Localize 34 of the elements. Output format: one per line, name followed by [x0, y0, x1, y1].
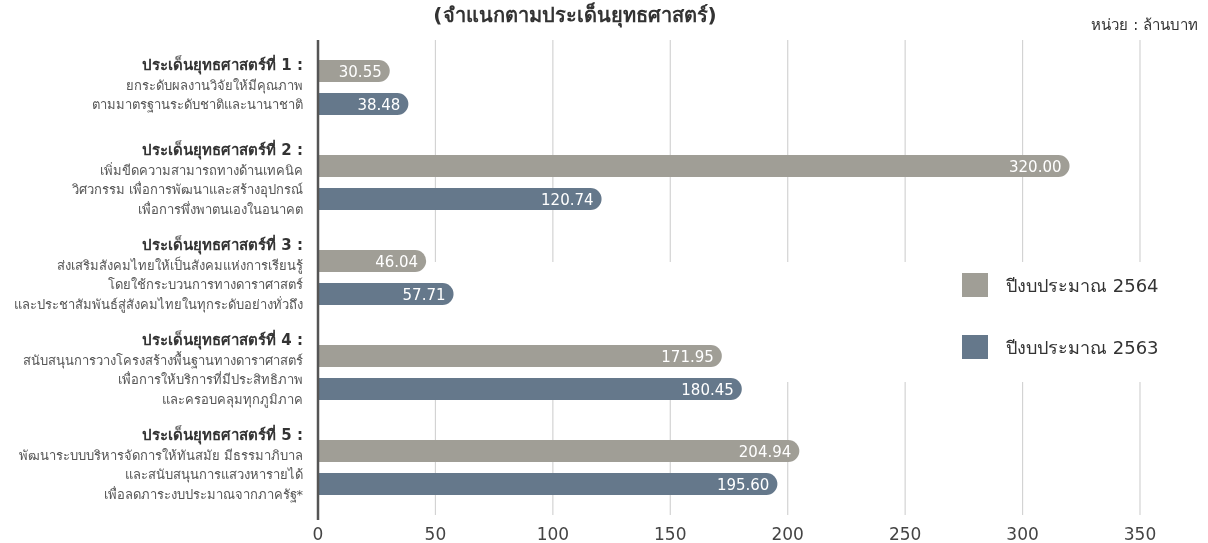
data-label: 320.00	[1009, 158, 1062, 176]
y-tick-label: ประเด็นยุทธศาสตร์ที่ 4 : สนับสนุนการวางโครงสร้างพื้นฐานทางดาราศาสตร์ เพื่อการให้บริการที่มีประสิทธิภาพ และครอบคลุมทุกภูมิภาค	[23, 329, 303, 408]
data-label: 30.55	[338, 63, 382, 81]
legend-label: ปีงบประมาณ 2564	[1006, 275, 1159, 296]
y-tick-label: ประเด็นยุทธศาสตร์ที่ 3 : ส่งเสริมสังคมไทยให้เป็นสังคมแห่งการเรียนรู้ โดยใช้กระบวนการทางดาราศาสตร์ และประชาสัมพันธ์สู่สังคมไทยในทุกระดับอย่างทั่วถึง	[14, 234, 303, 313]
bar	[318, 378, 742, 400]
y-tick-label: ประเด็นยุทธศาสตร์ที่ 5 : พัฒนาระบบบริหารจัดการให้ทันสมัย มีธรรมาภิบาล และสนับสนุนการแสวงหารายได้ เพื่อลดภาระงบประมาณจากภาครัฐ*	[18, 424, 304, 503]
bar	[318, 440, 800, 462]
y-tick-label: ประเด็นยุทธศาสตร์ที่ 2 : เพิ่มขีดความสามารถทางด้านเทคนิค วิศวกรรม เพื่อการพัฒนาและสร้างอุปกรณ์ เพื่อการพึ่งพาตนเองในอนาคต	[70, 139, 303, 217]
data-label: 46.04	[375, 253, 419, 271]
x-tick-label: 0	[312, 524, 324, 543]
x-tick-label: 50	[424, 524, 447, 543]
x-tick-label: 150	[654, 524, 687, 543]
bar	[318, 473, 778, 495]
text: หน่วย : ล้านบาท	[1091, 16, 1198, 34]
data-label: 57.71	[402, 286, 446, 304]
data-label: 204.94	[738, 443, 792, 461]
data-label: 171.95	[661, 348, 714, 366]
bar	[318, 345, 722, 367]
x-tick-label: 300	[1006, 524, 1039, 543]
data-label: 38.48	[357, 96, 401, 114]
x-tick-label: 350	[1123, 524, 1157, 543]
legend-label: ปีงบประมาณ 2563	[1006, 337, 1159, 358]
y-tick-label: ประเด็นยุทธศาสตร์ที่ 1 : ยกระดับผลงานวิจัยให้มีคุณภาพ ตามมาตรฐานระดับชาติและนานาชาติ	[92, 54, 303, 113]
bar	[318, 283, 454, 305]
x-tick-label: 250	[888, 524, 922, 543]
chart-title: (จำแนกตามประเด็นยุทธศาสตร์)	[433, 2, 717, 28]
data-label: 120.74	[541, 191, 594, 209]
bar	[318, 188, 602, 210]
data-label: 180.45	[681, 381, 734, 399]
data-label: 195.60	[716, 476, 770, 494]
x-tick-label: 200	[771, 524, 804, 543]
x-tick-label: 100	[536, 524, 570, 543]
bar	[318, 155, 1070, 177]
